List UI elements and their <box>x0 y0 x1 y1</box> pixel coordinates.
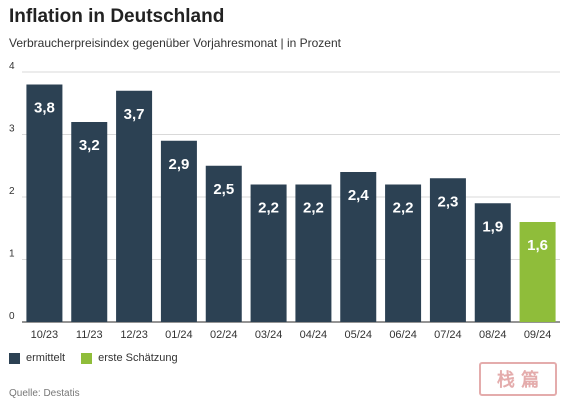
bar-chart: 0 1 2 3 4 3,8 10/23 3,2 11/23 3,7 12/23 2,9 01/24 2,5… <box>9 61 560 341</box>
bar-value-label: 1,9 <box>482 218 503 235</box>
bar-value-label: 2,2 <box>303 200 324 217</box>
bar <box>205 165 242 322</box>
x-tick-label: 08/24 <box>479 329 507 341</box>
watermark-text: 栈 篇 <box>496 370 540 391</box>
y-tick-label: 3 <box>9 124 15 135</box>
bar-value-label: 3,2 <box>79 137 100 154</box>
bar <box>160 140 197 322</box>
x-tick-label: 04/24 <box>300 329 328 341</box>
x-tick-label: 06/24 <box>389 329 417 341</box>
legend-label-erste-schaetzung: erste Schätzung <box>98 352 178 364</box>
bar-value-label: 2,4 <box>348 187 370 204</box>
legend: ermittelt erste Schätzung <box>9 352 194 364</box>
y-tick-label: 0 <box>9 311 15 322</box>
watermark-stamp: 栈 篇 <box>479 362 557 396</box>
bar-value-label: 2,3 <box>437 193 458 210</box>
x-tick-label: 07/24 <box>434 329 462 341</box>
x-tick-label: 09/24 <box>524 329 552 341</box>
bar <box>340 172 377 322</box>
x-tick-label: 11/23 <box>76 329 103 341</box>
x-tick-label: 05/24 <box>344 329 372 341</box>
x-tick-label: 01/24 <box>165 329 193 341</box>
legend-label-ermittelt: ermittelt <box>26 352 66 364</box>
bar-value-label: 2,5 <box>213 181 234 198</box>
legend-swatch-erste-schaetzung <box>81 352 93 364</box>
legend-swatch-ermittelt <box>9 352 20 364</box>
chart-title: Inflation in Deutschland <box>9 6 225 27</box>
y-tick-label: 1 <box>9 249 15 260</box>
x-tick-label: 10/23 <box>31 329 59 341</box>
bar <box>519 222 556 322</box>
legend-item-erste-schaetzung: erste Schätzung <box>81 352 178 364</box>
bar-value-label: 2,2 <box>258 200 279 217</box>
y-tick-label: 4 <box>9 61 15 72</box>
bar <box>26 84 63 322</box>
bar-value-label: 3,8 <box>34 100 55 117</box>
bar <box>474 203 511 322</box>
chart-subtitle: Verbraucherpreisindex gegenüber Vorjahre… <box>9 36 341 50</box>
bar-value-label: 2,9 <box>168 156 189 173</box>
bar <box>250 184 287 322</box>
bar <box>385 184 422 322</box>
x-tick-label: 12/23 <box>120 329 148 341</box>
bar <box>116 90 153 322</box>
source-note: Quelle: Destatis <box>9 388 80 399</box>
bar <box>429 178 466 322</box>
bar-value-label: 1,6 <box>527 237 548 254</box>
bar <box>71 122 108 322</box>
bar <box>295 184 332 322</box>
legend-item-ermittelt: ermittelt <box>9 352 65 364</box>
bar-value-label: 2,2 <box>393 200 414 217</box>
x-tick-label: 03/24 <box>255 329 283 341</box>
y-tick-label: 2 <box>9 186 15 197</box>
x-tick-label: 02/24 <box>210 329 238 341</box>
bar-value-label: 3,7 <box>124 106 145 123</box>
